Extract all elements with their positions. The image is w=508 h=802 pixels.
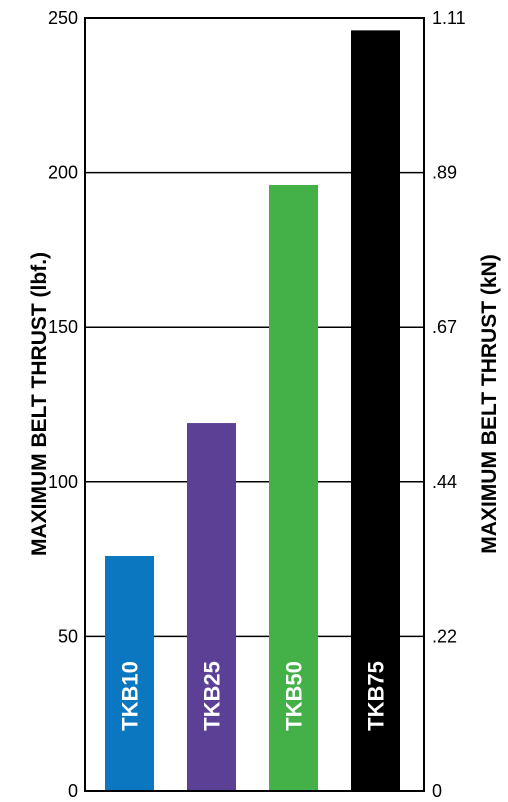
bar-label-tkb75: TKB75	[364, 661, 389, 731]
y-tick-label-right: .22	[432, 626, 457, 646]
y-axis-title-left: MAXIMUM BELT THRUST (lbf.)	[28, 252, 51, 556]
bars: TKB10 TKB25 TKB50 TKB75	[105, 30, 400, 792]
plot-frame	[84, 17, 425, 792]
y-tick-label-left: 150	[48, 317, 78, 337]
y-axis-title-right: MAXIMUM BELT THRUST (kN)	[478, 254, 501, 553]
y-tick-label-left: 100	[48, 472, 78, 492]
y-tick-label-left: 250	[48, 8, 78, 28]
bar-label-tkb50: TKB50	[282, 661, 307, 731]
y-tick-label-left: 50	[58, 626, 78, 646]
y-tick-label-right: 1.11	[432, 8, 466, 28]
bar-tkb10	[105, 556, 154, 791]
bar-tkb50	[269, 184, 318, 791]
bar-label-tkb10: TKB10	[118, 661, 143, 731]
y-tick-label-right: .44	[432, 472, 457, 492]
y-tick-label-left: 0	[68, 781, 78, 801]
y-tick-label-left: 200	[48, 163, 78, 183]
y-tick-label-right: 0	[432, 781, 442, 801]
y-tick-label-right: .89	[432, 163, 457, 183]
bar-tkb25	[187, 423, 236, 791]
axes	[84, 17, 425, 792]
y-tick-label-right: .67	[432, 317, 457, 337]
bar-tkb75	[351, 30, 400, 792]
tick-labels: 0 0 50 .22 100 .44 150 .67 200 .89 250 1.11	[48, 8, 466, 801]
bar-label-tkb25: TKB25	[200, 661, 225, 731]
